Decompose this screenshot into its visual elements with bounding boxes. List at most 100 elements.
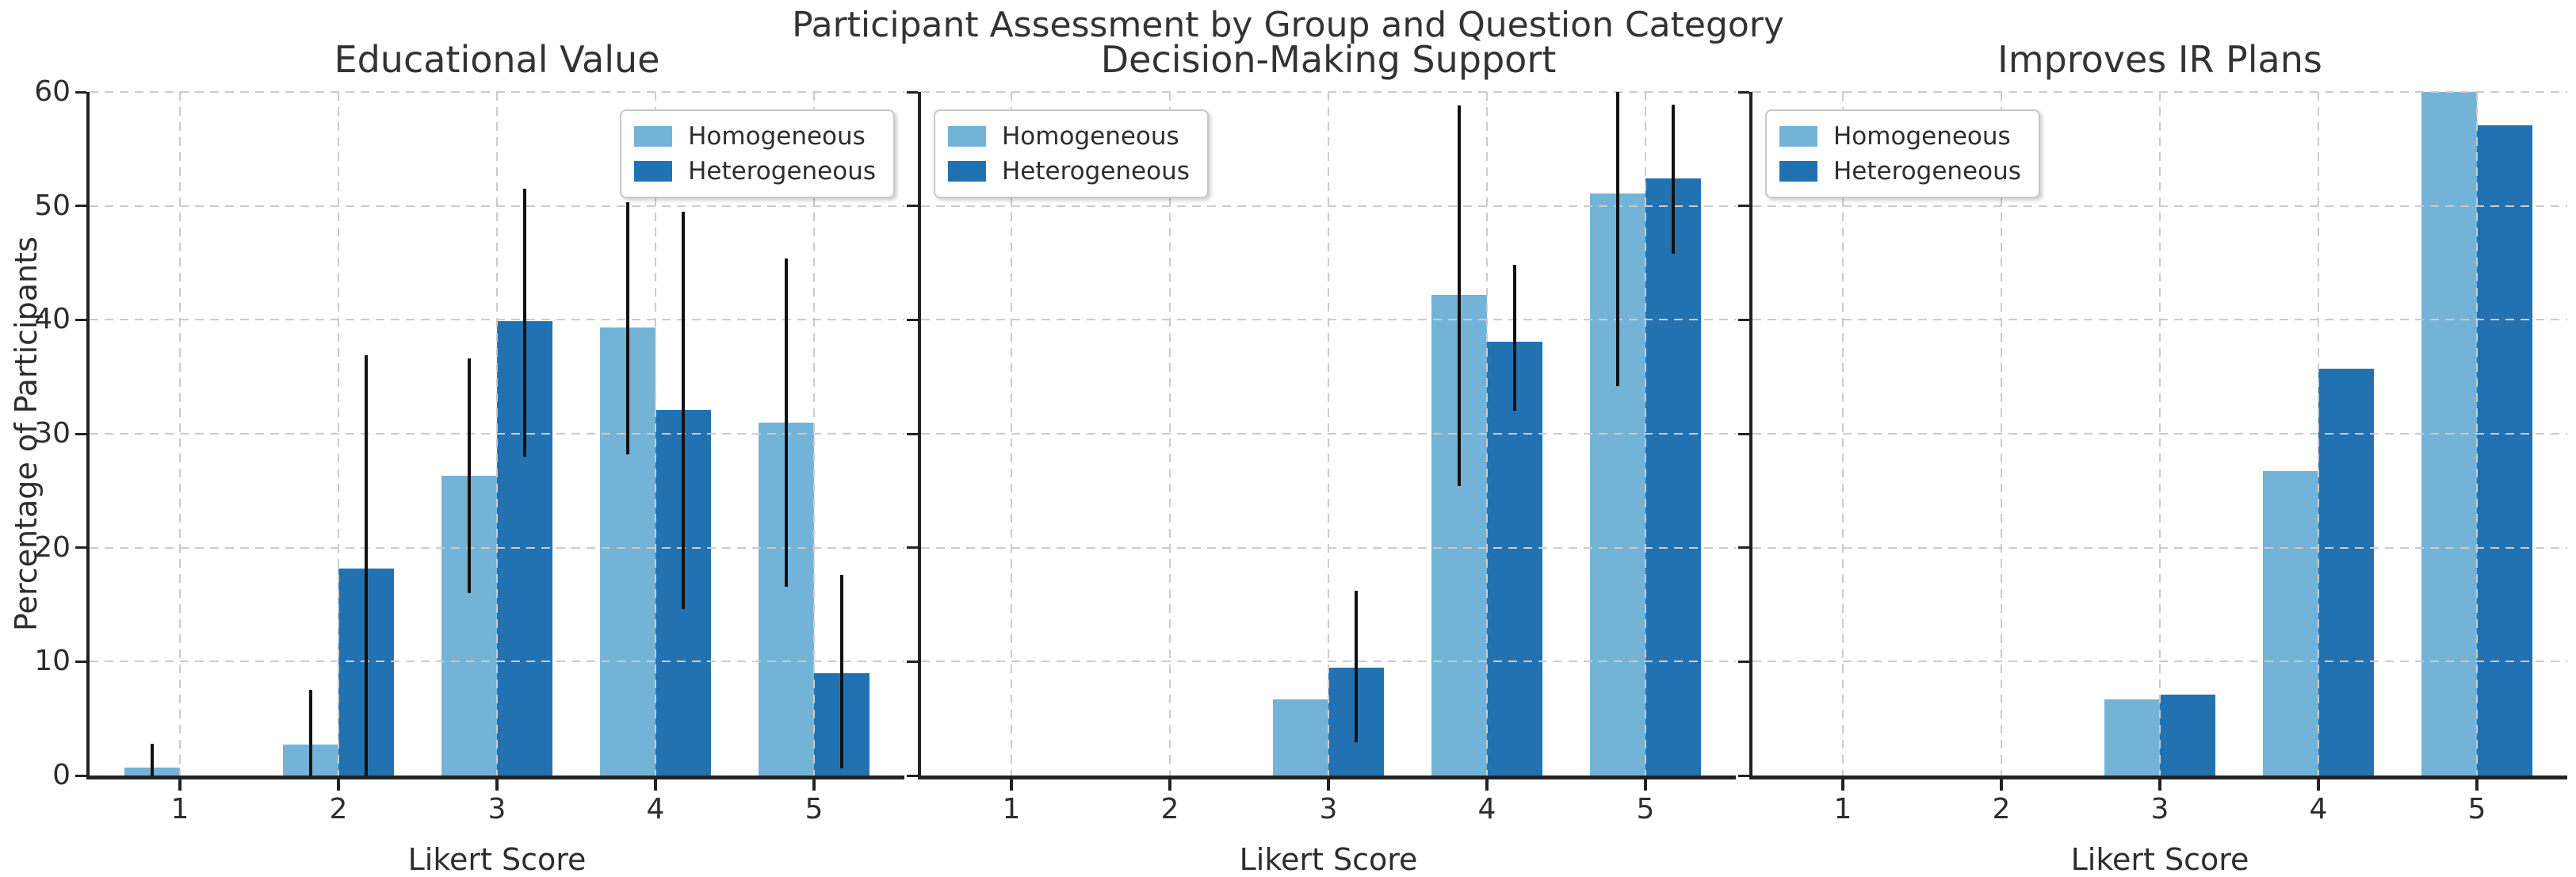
y-tick-label-10: 10 <box>34 645 71 678</box>
x-axis-spine <box>1749 776 2567 779</box>
x-tick-label-5: 5 <box>2467 793 2486 825</box>
x-axis-label: Likert Score <box>2070 842 2249 877</box>
x-tick-label-4: 4 <box>646 793 665 825</box>
gridline-vertical-2 <box>1169 92 1171 776</box>
x-tick-label-3: 3 <box>2150 793 2169 825</box>
x-tick-label-3: 3 <box>1319 793 1338 825</box>
subplot-educational-value: Educational Value 0 10 20 30 40 50 60 1 2 3 4 5 Homo… <box>34 38 904 877</box>
gridline-vertical-4 <box>655 92 656 776</box>
y-tick-mark-30 <box>907 432 918 435</box>
legend-item-heterogeneous: Heterogeneous <box>948 157 1190 186</box>
error-bar-educational-value-heterogeneous-4 <box>682 211 685 610</box>
y-tick-label-0: 0 <box>52 759 71 791</box>
error-bar-decision-making-support-heterogeneous-5 <box>1672 104 1675 254</box>
y-tick-label-30: 30 <box>34 417 71 450</box>
y-tick-mark-50 <box>907 205 918 208</box>
y-tick-mark-50 <box>1738 205 1749 208</box>
error-bar-educational-value-heterogeneous-2 <box>365 354 368 776</box>
gridline-vertical-3 <box>1328 92 1329 776</box>
x-tick-mark-5 <box>1644 779 1647 791</box>
gridline-vertical-4 <box>1486 92 1488 776</box>
y-tick-mark-40 <box>1738 318 1749 321</box>
legend-swatch-heterogeneous <box>948 161 986 182</box>
y-tick-label-60: 60 <box>34 75 71 108</box>
x-tick-label-2: 2 <box>329 793 348 825</box>
x-tick-label-4: 4 <box>2309 793 2328 825</box>
legend-item-heterogeneous: Heterogeneous <box>634 157 876 186</box>
y-tick-mark-10 <box>1738 660 1749 663</box>
y-tick-mark-20 <box>1738 546 1749 550</box>
y-tick-mark-60 <box>907 90 918 94</box>
x-tick-mark-2 <box>2000 779 2003 791</box>
x-tick-mark-5 <box>812 779 816 791</box>
x-tick-label-4: 4 <box>1477 793 1496 825</box>
legend-swatch-heterogeneous <box>1779 161 1817 182</box>
x-tick-mark-4 <box>2317 779 2320 791</box>
x-tick-mark-1 <box>1841 779 1844 791</box>
y-tick-mark-40 <box>907 318 918 321</box>
legend-label: Heterogeneous <box>1002 157 1190 186</box>
y-tick-mark-0 <box>907 774 918 777</box>
legend-label: Homogeneous <box>1833 122 2011 151</box>
x-tick-mark-4 <box>1485 779 1489 791</box>
x-tick-label-2: 2 <box>1992 793 2011 825</box>
error-bar-decision-making-support-homogeneous-4 <box>1458 105 1461 487</box>
x-tick-label-1: 1 <box>1833 793 1852 825</box>
gridline-vertical-5 <box>1645 92 1646 776</box>
x-tick-mark-5 <box>2475 779 2479 791</box>
x-tick-mark-4 <box>654 779 657 791</box>
y-tick-label-20: 20 <box>34 530 71 564</box>
y-tick-mark-50 <box>75 205 86 208</box>
error-bar-educational-value-homogeneous-3 <box>468 358 471 594</box>
x-tick-mark-2 <box>337 779 340 791</box>
gridline-vertical-2 <box>338 92 339 776</box>
x-tick-label-1: 1 <box>1002 793 1021 825</box>
bar-decision-making-support-heterogeneous-4 <box>1487 341 1542 776</box>
legend-label: Homogeneous <box>1002 122 1179 151</box>
subplot-improves-ir-plans: Improves IR Plans 1 2 3 4 5 Homogeneous Hetero… <box>1738 38 2567 877</box>
legend: Homogeneous Heterogeneous <box>934 109 1209 198</box>
subplot-title: Decision-Making Support <box>1100 38 1557 81</box>
x-tick-mark-3 <box>2158 779 2161 791</box>
x-tick-mark-3 <box>1327 779 1330 791</box>
subplot-title: Educational Value <box>334 38 660 81</box>
legend-item-homogeneous: Homogeneous <box>948 122 1190 151</box>
error-bar-educational-value-heterogeneous-3 <box>523 189 526 457</box>
legend: Homogeneous Heterogeneous <box>1765 109 2040 198</box>
x-tick-mark-1 <box>178 779 182 791</box>
error-bar-decision-making-support-heterogeneous-4 <box>1513 265 1516 412</box>
gridline-vertical-1 <box>1842 92 1844 776</box>
x-tick-mark-2 <box>1168 779 1171 791</box>
y-tick-label-40: 40 <box>34 303 71 336</box>
y-tick-mark-10 <box>75 660 86 663</box>
legend-swatch-homogeneous <box>634 126 673 147</box>
y-tick-mark-10 <box>907 660 918 663</box>
y-axis-spine <box>918 92 921 779</box>
x-axis-spine <box>86 776 904 779</box>
x-tick-label-5: 5 <box>1636 793 1655 825</box>
y-tick-mark-20 <box>75 546 86 550</box>
legend-swatch-homogeneous <box>948 126 986 147</box>
x-tick-label-1: 1 <box>170 793 189 825</box>
y-tick-mark-30 <box>1738 432 1749 435</box>
y-tick-mark-60 <box>1738 90 1749 94</box>
y-tick-mark-60 <box>75 90 86 94</box>
bar-improves-ir-plans-heterogeneous-4 <box>2318 369 2374 776</box>
legend-item-heterogeneous: Heterogeneous <box>1779 157 2021 186</box>
gridline-vertical-1 <box>179 92 181 776</box>
gridline-vertical-5 <box>813 92 815 776</box>
plot-area: 0 10 20 30 40 50 60 1 2 3 4 5 Homogeneous Heterogeneo… <box>34 75 904 825</box>
error-bar-educational-value-heterogeneous-5 <box>840 575 843 769</box>
legend-swatch-heterogeneous <box>634 161 673 182</box>
error-bar-decision-making-support-homogeneous-5 <box>1616 92 1619 386</box>
error-bar-educational-value-homogeneous-2 <box>309 690 312 776</box>
bar-decision-making-support-homogeneous-3 <box>1273 699 1328 776</box>
error-bar-educational-value-homogeneous-5 <box>785 258 788 587</box>
gridline-vertical-4 <box>2318 92 2319 776</box>
subplot-decision-making-support: Decision-Making Support 1 2 3 4 5 Homogeneous… <box>907 38 1736 877</box>
y-tick-mark-0 <box>75 774 86 777</box>
legend-swatch-homogeneous <box>1779 126 1817 147</box>
y-tick-label-50: 50 <box>34 189 71 222</box>
y-tick-mark-40 <box>75 318 86 321</box>
x-axis-label: Likert Score <box>407 842 587 877</box>
